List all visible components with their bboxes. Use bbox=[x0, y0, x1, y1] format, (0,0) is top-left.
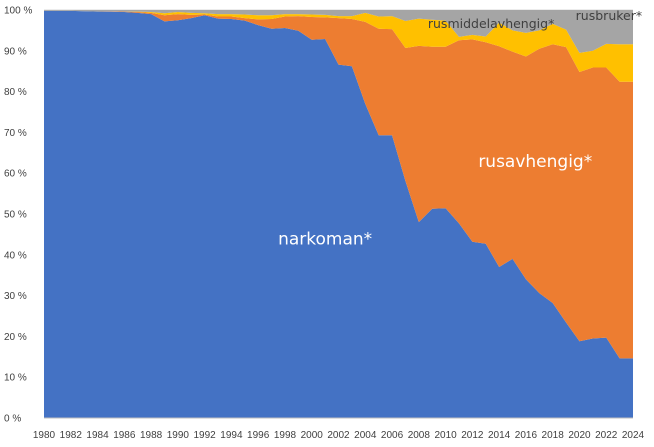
annotation-rusavhengig: rusavhengig* bbox=[478, 152, 592, 172]
y-tick-label: 40 % bbox=[4, 250, 27, 261]
x-tick-label: 2000 bbox=[301, 430, 324, 441]
area-rusbruker bbox=[44, 10, 633, 53]
x-tick-labels: 1980 1982 1984 1986 1988 1990 1992 1994 1996 1998… bbox=[33, 430, 645, 441]
y-tick-label: 10 % bbox=[4, 373, 27, 384]
annotation-rusbruker: rusbruker* bbox=[576, 8, 642, 23]
x-tick-label: 2008 bbox=[408, 430, 431, 441]
x-tick-label: 1984 bbox=[86, 430, 109, 441]
y-tick-label: 50 % bbox=[4, 210, 27, 221]
x-tick-label: 1980 bbox=[33, 430, 56, 441]
y-tick-label: 100 % bbox=[4, 6, 32, 17]
x-tick-label: 1992 bbox=[194, 430, 217, 441]
x-tick-label: 2010 bbox=[434, 430, 457, 441]
series-areas bbox=[44, 10, 633, 418]
x-tick-label: 2020 bbox=[568, 430, 591, 441]
annotation-rusmiddelavhengig: rusmiddelavhengig* bbox=[428, 16, 554, 31]
y-tick-label: 30 % bbox=[4, 291, 27, 302]
x-tick-label: 2004 bbox=[354, 430, 377, 441]
x-tick-label: 1994 bbox=[220, 430, 243, 441]
x-tick-label: 2002 bbox=[327, 430, 350, 441]
y-tick-label: 90 % bbox=[4, 46, 27, 57]
x-tick-label: 2024 bbox=[622, 430, 645, 441]
area-narkoman bbox=[44, 10, 633, 418]
x-tick-label: 1996 bbox=[247, 430, 270, 441]
annotation-narkoman: narkoman* bbox=[278, 230, 372, 250]
y-tick-label: 0 % bbox=[4, 414, 21, 425]
x-tick-label: 2014 bbox=[488, 430, 511, 441]
x-tick-label: 1990 bbox=[167, 430, 190, 441]
x-tick-label: 1988 bbox=[140, 430, 163, 441]
x-tick-label: 1986 bbox=[113, 430, 136, 441]
y-tick-label: 70 % bbox=[4, 128, 27, 139]
x-tick-label: 2018 bbox=[542, 430, 565, 441]
x-tick-label: 2006 bbox=[381, 430, 404, 441]
x-tick-label: 1998 bbox=[274, 430, 297, 441]
x-tick-label: 1982 bbox=[60, 430, 83, 441]
y-tick-label: 60 % bbox=[4, 169, 27, 180]
y-tick-label: 20 % bbox=[4, 332, 27, 343]
area-rusavhengig bbox=[44, 10, 633, 359]
area-rusmiddelavhengig bbox=[44, 10, 633, 82]
x-tick-label: 2022 bbox=[595, 430, 618, 441]
y-tick-label: 80 % bbox=[4, 87, 27, 98]
series-annotations: narkoman* rusavhengig* rusmiddelavhengig* r… bbox=[278, 8, 642, 249]
x-tick-label: 2012 bbox=[461, 430, 484, 441]
y-tick-labels: 0 % 10 % 20 % 30 % 40 % 50 % 60 % 70 % 80 % 90 % 1… bbox=[4, 6, 32, 425]
x-tick-label: 2016 bbox=[515, 430, 538, 441]
